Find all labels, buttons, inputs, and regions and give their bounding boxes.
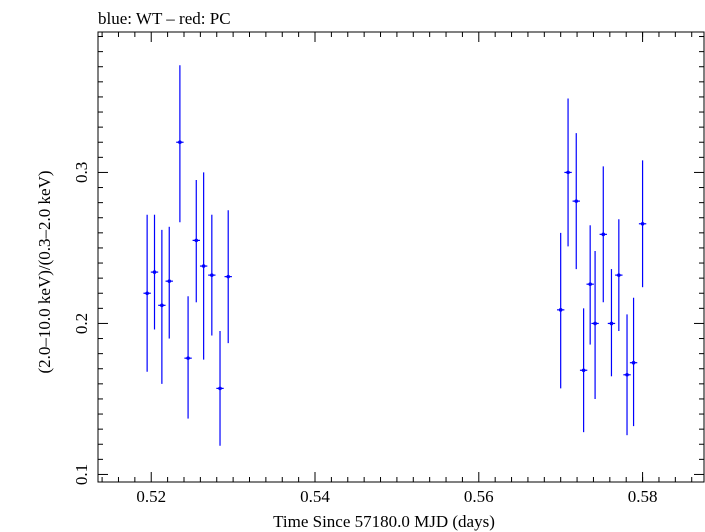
data-point [629, 297, 638, 427]
x-tick-label: 0.54 [300, 487, 330, 506]
y-axis-label: (2.0–10.0 keV)/(0.3–2.0 keV) [35, 170, 54, 373]
point-marker [226, 274, 231, 279]
data-point [165, 226, 173, 339]
point-marker [152, 270, 157, 274]
point-marker [558, 308, 563, 312]
y-tick-label: 0.1 [72, 464, 91, 485]
point-marker [210, 273, 214, 277]
y-axis: 0.1 0.2 0.3 [72, 36, 704, 485]
data-point [143, 214, 151, 372]
data-point [572, 133, 580, 270]
data-point [591, 250, 599, 399]
point-marker [640, 221, 645, 226]
data-point [638, 160, 647, 288]
point-marker [167, 279, 172, 283]
point-marker [588, 282, 592, 286]
y-tick-label: 0.3 [72, 162, 91, 183]
point-marker [218, 386, 222, 391]
point-marker [201, 264, 206, 268]
data-point [599, 166, 607, 303]
x-tick-label: 0.58 [628, 487, 658, 506]
x-axis: 0.52 0.54 0.56 0.58 [101, 32, 693, 506]
data-point [176, 65, 184, 223]
data-point [224, 210, 232, 344]
data-point [199, 172, 208, 360]
point-marker [178, 140, 182, 145]
x-tick-label: 0.52 [136, 487, 166, 506]
point-marker [625, 372, 629, 377]
data-point [557, 232, 565, 389]
point-marker [593, 321, 597, 326]
chart-title: blue: WT – red: PC [98, 9, 231, 28]
data-point [192, 179, 200, 303]
point-marker [581, 368, 586, 373]
data-point [586, 225, 594, 345]
x-axis-label: Time Since 57180.0 MJD (days) [273, 512, 495, 531]
data-point [150, 214, 159, 330]
x-tick-label: 0.56 [464, 487, 494, 506]
data-series [143, 65, 647, 446]
data-point [607, 269, 616, 377]
y-tick-label: 0.2 [72, 313, 91, 334]
point-marker [601, 232, 606, 237]
point-marker [160, 303, 164, 308]
data-point [623, 314, 631, 436]
data-point [615, 219, 623, 331]
data-point [158, 229, 166, 384]
point-marker [609, 321, 614, 326]
data-point [208, 214, 216, 336]
plot-frame [97, 31, 705, 483]
data-point [216, 330, 224, 446]
point-marker [566, 170, 570, 175]
point-marker [631, 360, 636, 365]
data-point [579, 308, 588, 433]
point-marker [574, 199, 579, 203]
point-marker [194, 238, 199, 243]
point-marker [617, 273, 621, 277]
point-marker [186, 356, 190, 360]
data-point [564, 98, 572, 247]
data-point [184, 296, 192, 419]
point-marker [145, 291, 149, 296]
